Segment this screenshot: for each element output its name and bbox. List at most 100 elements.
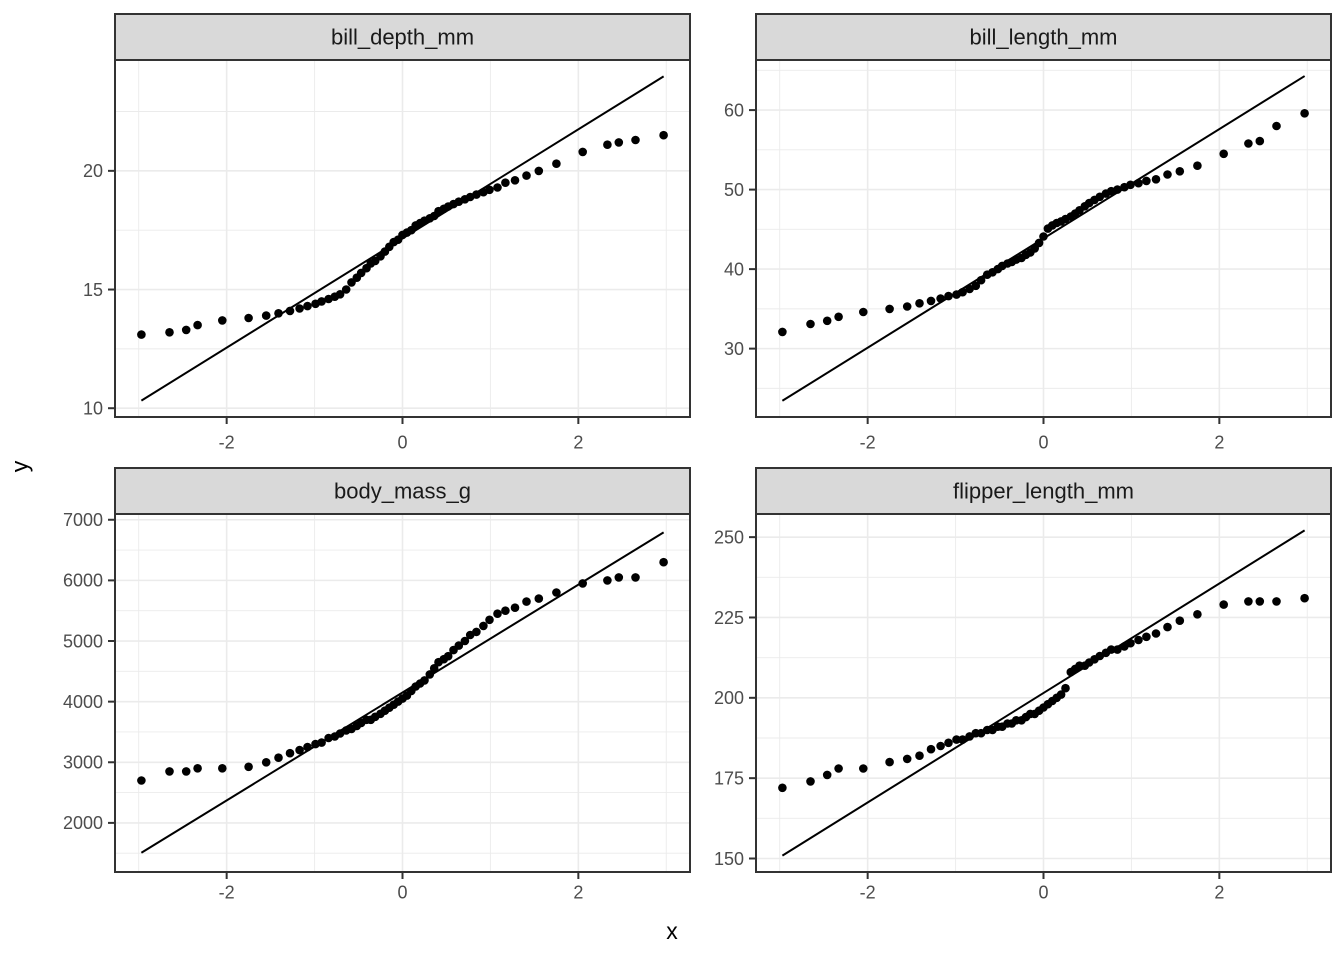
qq-point: [915, 299, 924, 308]
qq-point: [631, 573, 640, 582]
qq-point: [614, 573, 624, 582]
qq-point: [165, 767, 174, 776]
qq-point: [806, 319, 815, 329]
qq-point: [1272, 597, 1281, 606]
qq-point: [165, 328, 174, 337]
qq-point: [285, 306, 295, 316]
y-tick-label: 50: [724, 180, 744, 200]
qq-point: [1113, 185, 1122, 194]
qq-point: [341, 285, 351, 294]
qq-points: [137, 130, 668, 339]
qq-point: [510, 603, 520, 612]
facet-strip-label: bill_depth_mm: [331, 25, 474, 50]
qq-point: [522, 597, 531, 606]
minor-gridlines: [115, 514, 690, 872]
qq-point: [1272, 121, 1281, 131]
qq-point: [429, 664, 439, 673]
qq-point: [958, 735, 967, 744]
y-tick-label: 175: [714, 768, 744, 788]
x-tick-label: 0: [1038, 882, 1048, 902]
qq-point: [1106, 645, 1116, 654]
y-tick-label: 6000: [63, 571, 103, 591]
qq-point: [534, 594, 544, 603]
qq-point: [902, 754, 912, 764]
facet-strip-label: body_mass_g: [334, 479, 471, 504]
x-tick-label: 2: [1214, 432, 1224, 452]
qq-point: [1163, 170, 1172, 179]
x-tick-label: -2: [860, 882, 876, 902]
facet-bill_length_mm: -2 0 2 30 40 50 60 bill_length_mm: [724, 13, 1332, 452]
x-tick-label: -2: [219, 432, 235, 452]
major-gridlines: [756, 60, 1331, 417]
y-axis-title: y: [6, 460, 33, 473]
qq-point: [1134, 635, 1143, 645]
x-tick-label: 0: [397, 882, 407, 902]
qq-point: [578, 147, 587, 157]
y-tick-label: 15: [83, 280, 103, 300]
qq-point: [485, 185, 494, 195]
qq-point: [295, 745, 304, 755]
qq-point: [1151, 629, 1161, 638]
qq-point: [1056, 690, 1066, 699]
qq-point: [1034, 238, 1044, 248]
qq-point: [274, 309, 283, 318]
qq-point: [1255, 597, 1265, 606]
qq-point: [137, 330, 146, 339]
qq-point: [822, 316, 832, 326]
y-tick-label: 4000: [63, 692, 103, 712]
qq-point: [944, 738, 953, 748]
qq-point: [317, 738, 326, 747]
qq-point: [885, 304, 894, 314]
qq-point: [578, 579, 587, 588]
qq-point: [1175, 616, 1185, 625]
qq-point: [218, 764, 227, 773]
y-tick-label: 5000: [63, 631, 103, 651]
qq-point: [534, 166, 544, 176]
y-tick-label: 20: [83, 161, 103, 181]
qq-point: [303, 301, 312, 311]
qq-point: [218, 316, 227, 325]
qq-point: [1134, 178, 1143, 188]
qq-point: [420, 676, 429, 685]
qq-point: [295, 304, 304, 313]
qq-point: [261, 758, 271, 767]
qq-point: [936, 294, 945, 303]
x-tick-label: 2: [1214, 882, 1224, 902]
facet-strip: [755, 467, 1332, 515]
qq-point: [244, 313, 253, 323]
y-tick-label: 10: [83, 399, 103, 419]
qq-point: [631, 135, 640, 145]
qq-point: [944, 291, 953, 301]
qq-point: [885, 757, 894, 767]
qq-point: [976, 275, 986, 285]
qq-point: [1113, 645, 1122, 654]
qq-points: [778, 109, 1309, 337]
qq-point: [806, 777, 815, 786]
qq-point: [501, 606, 510, 615]
y-tick-label: 30: [724, 339, 744, 359]
qq-point: [181, 325, 191, 335]
qq-points: [137, 557, 668, 785]
qq-point: [479, 621, 488, 631]
qq-point: [472, 190, 481, 199]
qq-point: [659, 130, 668, 140]
qq-point: [926, 296, 936, 306]
qq-point: [603, 576, 612, 585]
qq-point: [1142, 632, 1151, 642]
axis-ticks: -2 0 2 10 15 20: [83, 161, 583, 452]
qq-point: [1244, 597, 1253, 606]
qq-point: [1126, 180, 1135, 190]
qq-point: [926, 744, 936, 754]
qq-point: [193, 764, 202, 773]
facet-strip: [755, 13, 1332, 61]
axis-ticks: -2 0 2 2000 3000 4000 5000 6000 7000: [63, 510, 583, 902]
qq-point: [552, 159, 561, 168]
facet-strip-label: bill_length_mm: [970, 25, 1118, 50]
y-tick-label: 225: [714, 608, 744, 628]
qq-point: [137, 776, 146, 785]
qq-point: [460, 636, 470, 646]
y-tick-label: 2000: [63, 813, 103, 833]
qq-point: [834, 312, 843, 322]
qq-point: [778, 327, 787, 337]
